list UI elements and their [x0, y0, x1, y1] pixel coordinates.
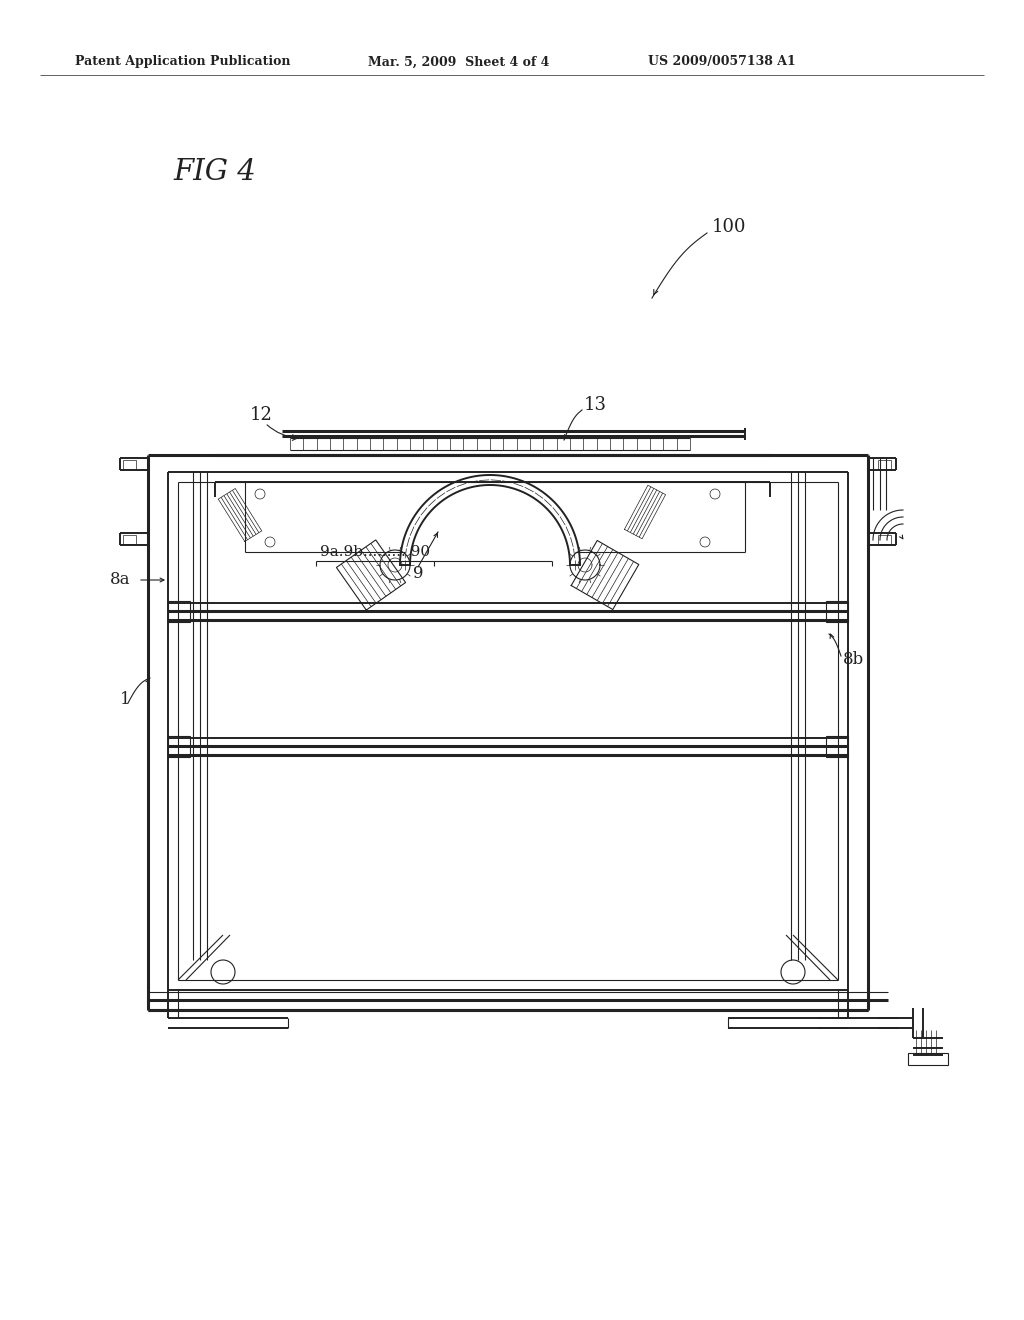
Bar: [908, 1053, 948, 1065]
Bar: [826, 737, 848, 756]
Bar: [168, 601, 190, 622]
Text: 8b: 8b: [843, 652, 864, 668]
Bar: [123, 535, 136, 544]
Text: 1: 1: [120, 692, 131, 709]
Text: FIG 4: FIG 4: [173, 158, 256, 186]
Text: 8a: 8a: [110, 572, 130, 589]
Text: Patent Application Publication: Patent Application Publication: [75, 55, 291, 69]
Bar: [123, 459, 136, 469]
Text: US 2009/0057138 A1: US 2009/0057138 A1: [648, 55, 796, 69]
Text: 9a.9b......... 90: 9a.9b......... 90: [319, 545, 430, 558]
Text: Mar. 5, 2009  Sheet 4 of 4: Mar. 5, 2009 Sheet 4 of 4: [368, 55, 549, 69]
Bar: [168, 737, 190, 756]
Text: 9: 9: [413, 565, 424, 582]
Bar: [826, 601, 848, 622]
Text: 12: 12: [250, 407, 272, 424]
Text: 13: 13: [584, 396, 607, 414]
Text: 100: 100: [712, 218, 746, 236]
Bar: [878, 459, 891, 469]
Bar: [878, 535, 891, 544]
